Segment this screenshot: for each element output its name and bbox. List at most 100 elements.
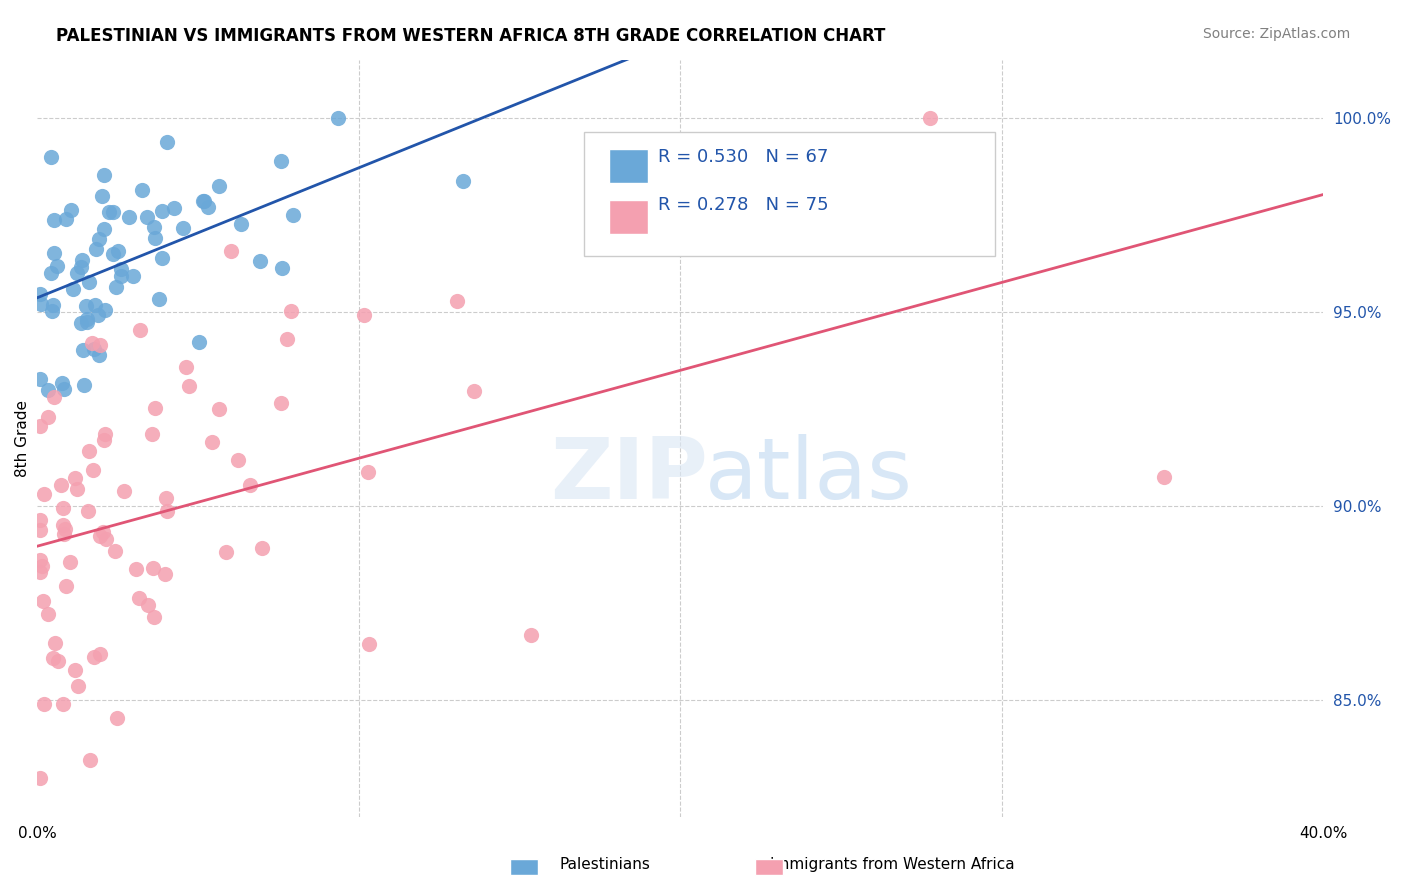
Point (142, 610, 165, 624)
Text: ZIP: ZIP (550, 434, 707, 517)
Point (55, 579, 77, 593)
Point (30, 372, 52, 386)
Point (62, 282, 84, 296)
Point (89, 529, 111, 543)
Point (283, 208, 305, 222)
Point (231, 217, 253, 231)
Point (219, 244, 242, 259)
Point (30, 553, 52, 567)
Point (918, 111, 941, 125)
Point (131, 183, 153, 197)
Point (32, 487, 55, 501)
Point (193, 194, 215, 208)
Point (155, 491, 177, 505)
Point (52, 518, 75, 533)
Text: Palestinians: Palestinians (560, 857, 650, 872)
Point (125, 562, 148, 576)
Point (44, 636, 66, 650)
Point (110, 262, 132, 277)
Point (143, 231, 166, 245)
Point (112, 484, 135, 499)
Point (249, 254, 271, 268)
Point (93, 433, 115, 447)
Point (143, 401, 166, 415)
Point (89, 647, 111, 661)
Point (86, 243, 108, 257)
Point (37, 607, 59, 622)
Point (357, 637, 380, 651)
Point (59, 203, 82, 218)
Point (136, 210, 159, 224)
Point (94, 426, 117, 441)
Point (328, 111, 350, 125)
Point (110, 269, 132, 284)
Text: R = 0.530   N = 67: R = 0.530 N = 67 (658, 148, 828, 166)
Point (215, 545, 238, 559)
FancyBboxPatch shape (583, 131, 995, 256)
Point (82, 463, 104, 477)
Point (89, 348, 111, 362)
Point (42, 297, 65, 311)
Point (250, 541, 273, 555)
Point (55, 212, 77, 227)
Point (66, 482, 89, 496)
Point (30, 565, 52, 579)
Point (520, 628, 543, 642)
Point (270, 153, 292, 168)
Point (70, 260, 93, 274)
Text: R = 0.278   N = 75: R = 0.278 N = 75 (658, 196, 830, 214)
Point (83, 343, 105, 357)
Text: Immigrants from Western Africa: Immigrants from Western Africa (770, 857, 1015, 872)
Point (104, 543, 127, 558)
Point (101, 247, 124, 261)
Point (84, 298, 107, 312)
Text: Source: ZipAtlas.com: Source: ZipAtlas.com (1202, 27, 1350, 41)
Point (53, 522, 76, 536)
Point (197, 200, 219, 214)
Point (59, 555, 82, 569)
Point (93, 168, 115, 182)
Point (177, 378, 200, 392)
Point (32, 594, 55, 608)
Point (51, 376, 73, 391)
Point (42, 212, 65, 227)
Point (79, 275, 101, 289)
Point (150, 204, 173, 219)
Point (136, 598, 159, 612)
Point (72, 253, 94, 268)
Point (141, 426, 163, 441)
Point (129, 323, 152, 337)
Point (70, 316, 93, 330)
Point (239, 478, 262, 492)
Point (77, 443, 100, 458)
Point (150, 252, 173, 266)
Point (101, 204, 124, 219)
Point (357, 466, 380, 480)
Point (107, 244, 129, 258)
Point (30, 297, 52, 311)
Point (32, 697, 55, 711)
Point (93, 525, 115, 540)
Point (63, 471, 86, 485)
Point (94, 532, 117, 546)
Point (118, 210, 141, 224)
FancyBboxPatch shape (609, 200, 648, 234)
Point (76, 315, 98, 329)
Point (46, 260, 69, 274)
Point (39, 150, 62, 164)
Point (37, 383, 59, 397)
Point (37, 410, 59, 425)
Point (75, 299, 97, 313)
Point (128, 591, 150, 605)
Point (30, 418, 52, 433)
Point (30, 287, 52, 301)
Point (39, 266, 62, 280)
Point (42, 246, 65, 260)
Point (65, 663, 87, 677)
Point (463, 384, 485, 398)
Point (76, 311, 98, 326)
Point (30, 523, 52, 537)
Point (143, 220, 166, 235)
Point (97, 204, 120, 219)
Point (87, 309, 110, 323)
